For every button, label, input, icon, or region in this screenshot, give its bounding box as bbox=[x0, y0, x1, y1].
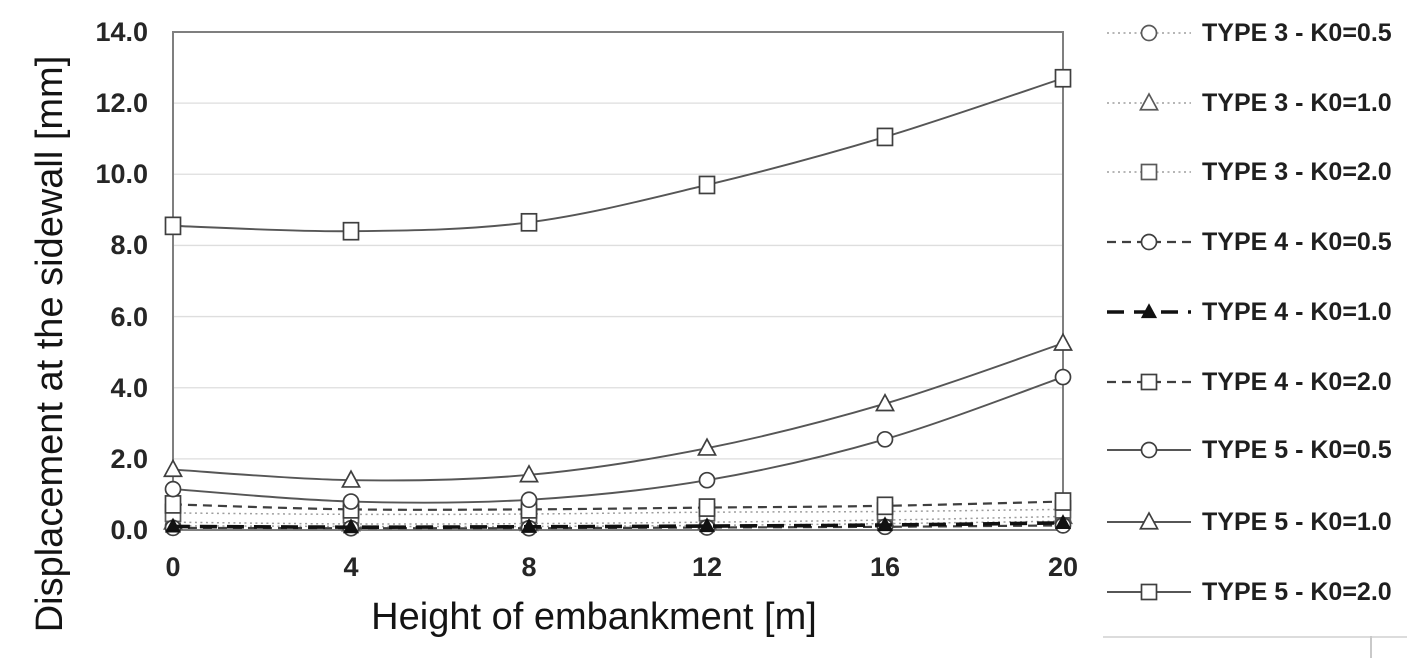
legend-item: TYPE 4 - K0=0.5 bbox=[1106, 224, 1392, 260]
plot-border bbox=[172, 31, 1064, 531]
series-4-marker-1 bbox=[342, 518, 360, 534]
legend-marker-triangle bbox=[1139, 92, 1159, 111]
y-tick-label: 0.0 bbox=[110, 515, 148, 545]
series-4-marker-3 bbox=[698, 517, 716, 533]
legend-label: TYPE 3 - K0=1.0 bbox=[1202, 88, 1392, 117]
series-7-marker-2 bbox=[519, 464, 539, 483]
legend-marker-triangle bbox=[1140, 303, 1158, 319]
y-tick-label: 12.0 bbox=[95, 88, 148, 119]
series-8-marker-0 bbox=[164, 216, 182, 236]
series-6-marker-3 bbox=[698, 471, 716, 489]
series-line-3 bbox=[172, 524, 1064, 530]
y-tick-label: 14.0 bbox=[95, 17, 148, 47]
y-tick-label: 8.0 bbox=[110, 230, 148, 261]
series-line-6 bbox=[172, 376, 1064, 504]
legend-marker-circle bbox=[1140, 24, 1158, 42]
legend-marker-square bbox=[1140, 373, 1158, 391]
legend-label: TYPE 4 - K0=2.0 bbox=[1202, 367, 1392, 396]
series-8-marker-3 bbox=[698, 175, 716, 195]
series-6-marker-0 bbox=[164, 480, 182, 498]
legend-item: TYPE 5 - K0=0.5 bbox=[1106, 432, 1392, 468]
series-7-marker-3 bbox=[697, 437, 717, 456]
series-6-marker-4 bbox=[876, 430, 894, 448]
legend-marker-square bbox=[1140, 163, 1158, 181]
x-tick-label: 8 bbox=[521, 552, 537, 582]
series-5-marker-3 bbox=[698, 498, 716, 517]
y-tick-label: 2.0 bbox=[110, 443, 148, 474]
legend-sample bbox=[1107, 233, 1191, 251]
legend-label: TYPE 3 - K0=2.0 bbox=[1202, 157, 1392, 186]
legend-item: TYPE 5 - K0=1.0 bbox=[1106, 504, 1392, 540]
series-8-marker-2 bbox=[520, 212, 538, 232]
legend-sample bbox=[1107, 511, 1191, 530]
series-5-marker-5 bbox=[1054, 492, 1072, 511]
legend-item: TYPE 4 - K0=1.0 bbox=[1106, 294, 1392, 330]
series-7-marker-1 bbox=[341, 469, 361, 488]
series-5-marker-0 bbox=[164, 495, 182, 514]
legend-item: TYPE 3 - K0=1.0 bbox=[1106, 85, 1392, 121]
legend-label: TYPE 4 - K0=0.5 bbox=[1202, 227, 1392, 256]
legend-item: TYPE 5 - K0=2.0 bbox=[1106, 574, 1392, 610]
legend-sample bbox=[1107, 163, 1191, 181]
legend-label: TYPE 5 - K0=2.0 bbox=[1202, 577, 1392, 606]
series-8-marker-4 bbox=[876, 127, 894, 147]
legend-sample bbox=[1107, 92, 1191, 111]
series-line-2 bbox=[172, 508, 1064, 516]
series-6-marker-1 bbox=[342, 493, 360, 510]
x-tick-label: 4 bbox=[343, 552, 359, 582]
legend-label: TYPE 5 - K0=1.0 bbox=[1202, 507, 1392, 536]
y-tick-label: 6.0 bbox=[110, 301, 148, 332]
legend-marker-circle bbox=[1140, 441, 1158, 459]
legend-label: TYPE 5 - K0=0.5 bbox=[1202, 435, 1392, 464]
series-7-marker-4 bbox=[875, 392, 895, 412]
series-line-8 bbox=[172, 77, 1064, 233]
x-tick-label: 16 bbox=[869, 552, 901, 582]
series-line-7 bbox=[172, 342, 1064, 482]
x-tick-label: 0 bbox=[165, 552, 181, 582]
legend-sample bbox=[1107, 303, 1191, 319]
series-4-marker-5 bbox=[1054, 514, 1072, 529]
x-tick-label: 20 bbox=[1047, 552, 1079, 582]
legend-sample bbox=[1107, 373, 1191, 391]
chart-legend: TYPE 3 - K0=0.5 TYPE 3 - K0=1.0 TYPE 3 - K… bbox=[1106, 0, 1421, 669]
series-line-1 bbox=[172, 515, 1064, 525]
y-tick-label: 10.0 bbox=[95, 159, 148, 190]
series-line-5 bbox=[172, 500, 1064, 511]
spreadsheet-cell-border-horizontal bbox=[1103, 636, 1407, 638]
series-8-marker-1 bbox=[342, 221, 360, 241]
series-8-marker-5 bbox=[1054, 68, 1072, 88]
y-tick-label: 4.0 bbox=[110, 372, 148, 403]
legend-sample bbox=[1107, 24, 1191, 42]
legend-label: TYPE 3 - K0=0.5 bbox=[1202, 18, 1392, 47]
series-line-4 bbox=[172, 521, 1064, 529]
series-7-marker-0 bbox=[163, 458, 183, 478]
x-axis-title: Height of embankment [m] bbox=[371, 596, 817, 638]
legend-marker-square bbox=[1140, 583, 1158, 601]
series-4-marker-0 bbox=[164, 517, 182, 533]
legend-label: TYPE 4 - K0=1.0 bbox=[1202, 297, 1392, 326]
spreadsheet-cell-border-vertical bbox=[1370, 636, 1372, 658]
legend-sample bbox=[1107, 583, 1191, 601]
legend-item: TYPE 3 - K0=2.0 bbox=[1106, 154, 1392, 190]
legend-marker-circle bbox=[1140, 233, 1158, 251]
legend-item: TYPE 4 - K0=2.0 bbox=[1106, 364, 1392, 400]
series-6-marker-5 bbox=[1054, 368, 1072, 386]
legend-item: TYPE 3 - K0=0.5 bbox=[1106, 15, 1392, 51]
series-4-marker-4 bbox=[876, 516, 894, 532]
series-5-marker-4 bbox=[876, 496, 894, 516]
legend-marker-triangle bbox=[1139, 511, 1159, 530]
series-6-marker-2 bbox=[520, 491, 538, 509]
x-tick-label: 12 bbox=[691, 552, 723, 582]
series-line-0 bbox=[172, 520, 1064, 528]
series-7-marker-5 bbox=[1053, 332, 1073, 351]
legend-sample bbox=[1107, 441, 1191, 459]
series-4-marker-2 bbox=[520, 518, 538, 533]
